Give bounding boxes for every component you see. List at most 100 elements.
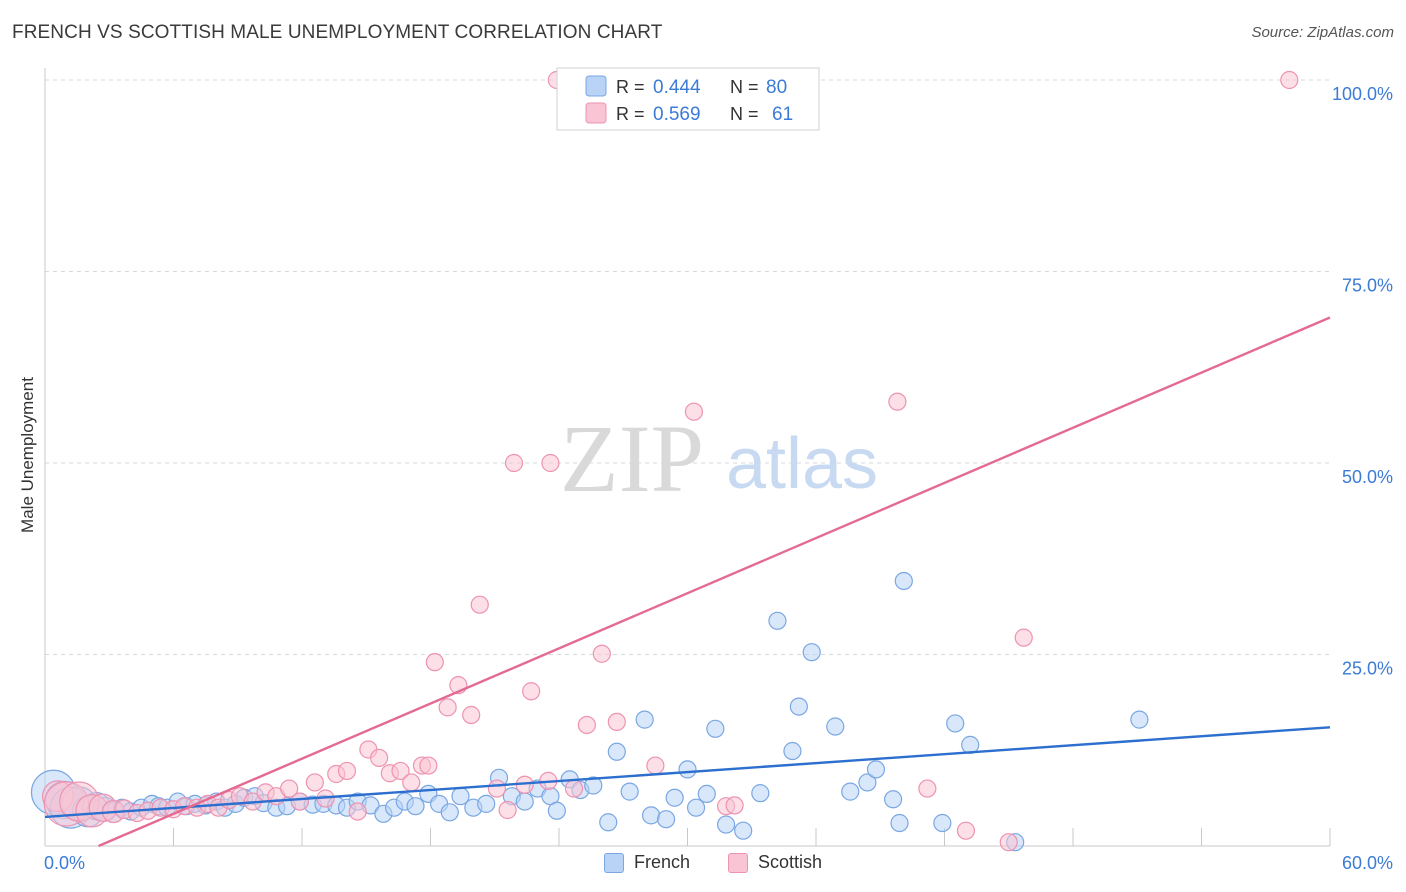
french-point-70	[826, 717, 845, 736]
french-point-58	[665, 788, 684, 807]
french-point-42	[477, 794, 496, 813]
french-point-52	[599, 813, 618, 832]
french-point-76	[894, 571, 913, 591]
scottish-point-21	[290, 792, 309, 811]
legend-bottom-scottish[interactable]: Scottish	[728, 852, 822, 873]
french-point-62	[706, 719, 725, 738]
legend-scottish-n-value: 61	[772, 104, 793, 125]
french-point-56	[641, 806, 661, 825]
french-point-67	[783, 741, 802, 761]
french-point-60	[686, 798, 706, 817]
scottish-point-39	[487, 779, 506, 798]
scottish-point-28	[370, 748, 389, 768]
french-point-59	[678, 760, 697, 779]
scottish-point-34	[425, 653, 444, 672]
legend-scottish-r-label: R =	[616, 104, 645, 124]
watermark-atlas: atlas	[726, 424, 878, 504]
french-point-36	[406, 797, 425, 816]
french-point-68	[789, 697, 808, 716]
legend-bottom-swatch-french	[604, 852, 624, 873]
scottish-point-25	[337, 761, 357, 781]
scottish-point-62	[1280, 70, 1299, 90]
legend-scottish-n-label: N =	[730, 104, 759, 124]
legend-bottom-label-french: French	[634, 852, 691, 872]
scottish-point-43	[522, 682, 541, 701]
french-point-64	[734, 821, 753, 840]
chart-title: FRENCH VS SCOTTISH MALE UNEMPLOYMENT COR…	[12, 22, 663, 43]
y-tick-label-1: 75.0%	[1342, 276, 1393, 296]
scottish-point-26	[348, 802, 367, 821]
french-trend-line	[44, 726, 1331, 819]
legend-bottom-label-scottish: Scottish	[758, 852, 823, 872]
scottish-point-37	[462, 705, 481, 725]
scottish-point-31	[402, 773, 421, 792]
chart-source: Source: ZipAtlas.com	[1251, 24, 1394, 41]
legend-french-r-label: R =	[616, 77, 645, 97]
french-point-54	[620, 782, 639, 801]
tick-labels: 100.0% 75.0% 50.0% 25.0% 0.0% 60.0%	[44, 84, 1393, 873]
points-layer	[30, 70, 1299, 852]
x-tick-label-1: 60.0%	[1342, 853, 1393, 873]
french-point-55	[635, 710, 654, 729]
scottish-point-33	[419, 756, 438, 775]
grid-layer	[45, 79, 1330, 655]
french-point-73	[866, 760, 886, 779]
french-point-66	[768, 611, 787, 630]
watermark: ZIP atlas	[560, 405, 878, 512]
scottish-point-60	[999, 833, 1018, 852]
scottish-trend-line	[98, 316, 1331, 848]
legend-french-n-value: 80	[766, 77, 787, 98]
scottish-point-57	[888, 392, 907, 411]
french-point-81	[1130, 710, 1149, 729]
watermark-zip: ZIP	[560, 405, 704, 512]
legend-swatch-scottish	[585, 102, 607, 124]
french-point-51	[584, 776, 603, 795]
scottish-point-22	[305, 773, 324, 792]
french-point-77	[933, 813, 952, 833]
scottish-point-30	[391, 761, 410, 781]
scottish-point-38	[470, 595, 489, 614]
french-point-45	[515, 792, 534, 811]
french-point-39	[440, 803, 459, 822]
legend-bottom-french[interactable]: French	[604, 852, 690, 873]
scottish-point-47	[564, 779, 584, 798]
scottish-point-35	[438, 698, 457, 717]
legend-french-r-value: 0.444	[653, 77, 701, 98]
legend-bottom: French Scottish	[0, 852, 1406, 878]
scottish-point-61	[1014, 628, 1033, 647]
scottish-point-41	[504, 453, 524, 473]
scottish-point-49	[592, 644, 611, 663]
legend-top: R = 0.444 N = 80 R = 0.569 N = 61	[556, 67, 820, 131]
scottish-point-48	[577, 715, 596, 735]
french-point-63	[716, 815, 736, 834]
trend-layer	[44, 316, 1331, 848]
french-point-74	[883, 790, 903, 809]
french-point-61	[697, 784, 716, 804]
y-tick-label-0: 100.0%	[1332, 84, 1393, 104]
scottish-point-40	[498, 800, 517, 820]
legend-bottom-swatch-scottish	[728, 852, 748, 873]
y-tick-label-3: 25.0%	[1342, 659, 1393, 679]
scottish-point-20	[280, 779, 299, 798]
scottish-point-51	[646, 756, 665, 775]
french-point-75	[890, 813, 909, 833]
scottish-point-59	[956, 821, 976, 840]
french-point-65	[751, 784, 770, 803]
x-tick-label-0: 0.0%	[44, 853, 85, 873]
french-point-72	[858, 773, 877, 792]
legend-scottish-r-value: 0.569	[653, 104, 701, 125]
french-point-48	[547, 801, 566, 820]
scottish-point-50	[607, 712, 626, 732]
scottish-point-53	[684, 402, 704, 421]
french-point-71	[841, 782, 860, 801]
french-point-57	[656, 810, 676, 829]
scottish-point-45	[541, 453, 560, 473]
legend-swatch-french	[585, 75, 607, 97]
y-tick-label-2: 50.0%	[1342, 467, 1393, 487]
french-point-53	[607, 742, 626, 761]
legend-french-n-label: N =	[730, 77, 759, 97]
scottish-point-55	[725, 796, 744, 815]
french-point-69	[802, 643, 821, 662]
scottish-point-58	[918, 779, 937, 798]
